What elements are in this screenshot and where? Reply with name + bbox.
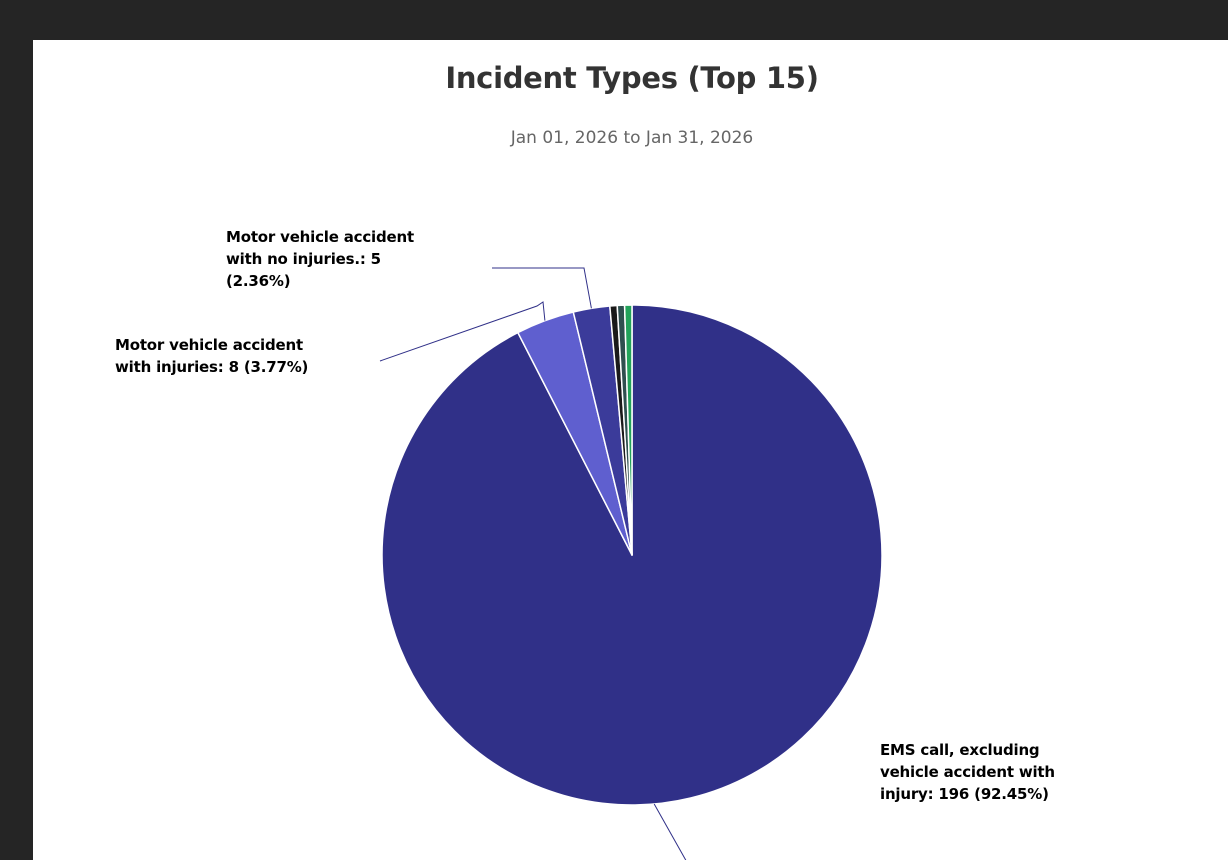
chart-subtitle: Jan 01, 2026 to Jan 31, 2026 — [510, 128, 754, 148]
pie-slices — [381, 304, 883, 806]
data-label-line: injury: 196 (92.45%) — [880, 785, 1049, 803]
data-label-ems-call: EMS call, excluding vehicle accident wit… — [880, 739, 1055, 805]
data-label-line: vehicle accident with — [880, 763, 1055, 781]
data-label-mva-no-injuries: Motor vehicle accident with no injuries.… — [226, 226, 414, 292]
data-label-line: EMS call, excluding — [880, 741, 1040, 759]
data-label-line: Motor vehicle accident — [115, 336, 303, 354]
connector-line-0 — [653, 803, 687, 860]
connector-line-1 — [379, 301, 546, 362]
data-label-line: with injuries: 8 (3.77%) — [115, 358, 309, 376]
pie-slice-5[interactable] — [623, 304, 633, 556]
connector-line-2 — [492, 267, 592, 309]
data-label-line: (2.36%) — [226, 272, 291, 290]
data-label-line: Motor vehicle accident — [226, 228, 414, 246]
data-label-line: with no injuries.: 5 — [226, 250, 381, 268]
data-label-mva-injuries: Motor vehicle accident with injuries: 8 … — [115, 334, 308, 378]
chart-title: Incident Types (Top 15) — [445, 61, 819, 95]
label-connectors — [379, 267, 687, 860]
